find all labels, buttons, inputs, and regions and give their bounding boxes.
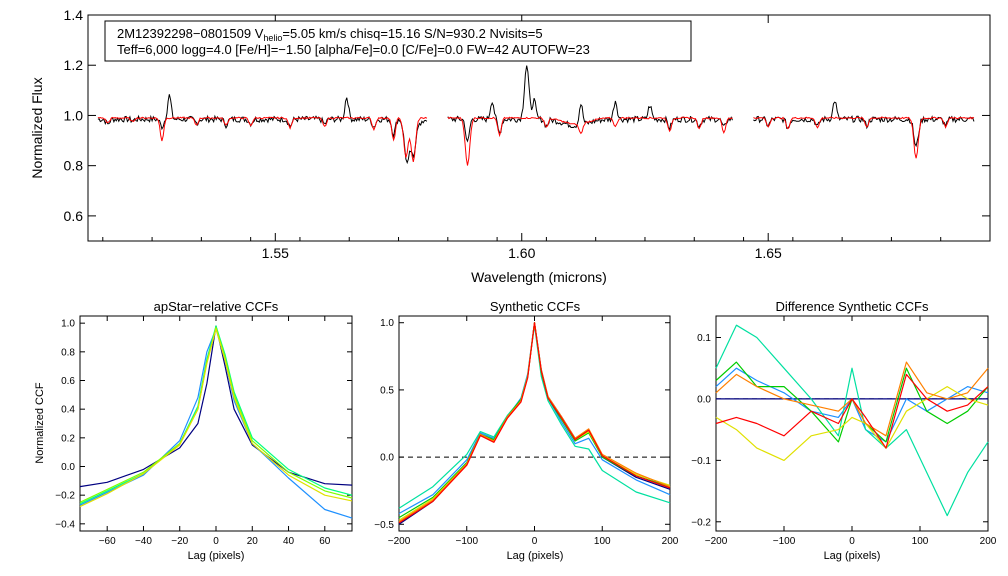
x-tick-label: −200 [705,536,728,547]
x-tick-label: 1.55 [262,245,289,261]
apstar-ccf-y-label: Normalized CCF [34,382,46,464]
series-line-d3 [715,361,989,443]
synthetic-ccf-title: Synthetic CCFs [490,299,581,314]
spectrum-plot-frame [87,14,991,242]
y-tick-label: 0.1 [697,333,711,344]
info-line-1: 2M12392298−0801509 Vhelio=5.05 km/s chis… [117,26,543,43]
y-tick-label: 1.4 [64,7,84,23]
apstar-ccf-title: apStar−relative CCFs [154,299,279,314]
x-tick-label: 40 [283,536,295,547]
synthetic-ccf-lines [398,322,671,525]
y-tick-label: 0.0 [380,453,394,464]
difference-ccf-panel: Difference Synthetic CCFs −200 −100 0 100 20… [691,299,997,562]
y-tick-label: 0.8 [64,158,84,174]
spectrum-x-label: Wavelength (microns) [471,269,607,285]
x-tick-label: 1.60 [508,245,535,261]
y-tick-label: 0.0 [61,462,75,473]
apstar-ccf-lines [79,325,353,519]
series-line-c3 [398,324,671,509]
spectrum-observed-line [447,65,733,143]
synthetic-ccf-ticks: −200 −100 0 100 200 −0.5 0.0 0.5 1.0 [374,316,679,547]
x-tick-label: −100 [773,536,796,547]
y-tick-label: 1.0 [380,318,394,329]
synthetic-ccf-x-label: Lag (pixels) [507,550,564,562]
y-tick-label: 0.8 [61,347,75,358]
series-line-visit1 [79,325,353,488]
x-tick-label: 200 [662,536,679,547]
y-tick-label: 0.6 [64,208,84,224]
series-line-d4 [715,386,989,461]
spectrum-panel: 1.55 1.60 1.65 0.6 0.8 1.0 1.2 1.4 2M12392298−0… [29,7,991,285]
x-tick-label: 1.65 [755,245,782,261]
spectrum-ticks: 1.55 1.60 1.65 0.6 0.8 1.0 1.2 1.4 [64,7,990,261]
series-line-d2 [715,324,989,517]
apstar-ccf-frame [79,315,353,532]
y-tick-label: 0.4 [61,405,75,416]
x-tick-label: −60 [99,536,116,547]
spectrum-observed-line [97,94,428,165]
spectrum-lines [97,65,975,166]
series-line-c2 [398,322,671,515]
x-tick-label: 0 [213,536,219,547]
y-tick-label: −0.1 [691,456,711,467]
y-tick-label: 0.6 [61,376,75,387]
difference-ccf-title: Difference Synthetic CCFs [776,299,929,314]
y-tick-label: 1.0 [61,319,75,330]
spectrum-synthetic-line [97,116,428,163]
x-tick-label: −200 [388,536,411,547]
series-line-d1 [715,367,989,443]
info-box [104,20,692,62]
x-tick-label: 20 [247,536,259,547]
x-tick-label: 100 [912,536,929,547]
info-line-1-pre: 2M12392298−0801509 V [117,26,264,41]
info-line-1-sub: helio [263,33,282,43]
y-tick-label: −0.4 [55,519,75,530]
spectrum-y-label: Normalized Flux [29,77,45,178]
series-line-c7 [398,322,671,524]
x-tick-label: 0 [849,536,855,547]
y-tick-label: −0.5 [374,520,394,531]
apstar-ccf-ticks: −60 −40 −20 0 20 40 60 −0.4 −0.2 0.0 0.2 0.4 0.6 0.8 1… [55,316,352,547]
synthetic-ccf-frame [398,315,671,532]
y-tick-label: −0.2 [55,491,75,502]
x-tick-label: 60 [319,536,331,547]
series-line-visit5 [79,328,353,508]
apstar-ccf-x-label: Lag (pixels) [188,550,245,562]
info-line-2: Teff=6,000 logg=4.0 [Fe/H]=−1.50 [alpha/… [117,42,590,57]
x-tick-label: −20 [171,536,188,547]
difference-ccf-ticks: −200 −100 0 100 200 −0.2 −0.1 0.0 0.1 [691,316,997,547]
difference-ccf-lines [715,324,989,517]
x-tick-label: −40 [135,536,152,547]
y-tick-label: 1.0 [64,107,84,123]
series-line-d5 [715,361,989,437]
apstar-ccf-panel: apStar−relative CCFs −60 −40 −20 0 20 40 60 −0.… [34,299,353,562]
x-tick-label: 200 [980,536,997,547]
series-line-visit2 [79,328,353,519]
y-tick-label: −0.2 [691,517,711,528]
y-tick-label: 0.5 [380,385,394,396]
series-line-d6 [715,373,989,449]
synthetic-ccf-panel: Synthetic CCFs −200 −100 0 100 200 −0.5 0.0 0.5… [374,299,679,562]
y-tick-label: 0.2 [61,433,75,444]
y-tick-label: 1.2 [64,57,84,73]
series-line-visit4 [79,326,353,503]
spectrum-synthetic-line [753,116,975,159]
y-tick-label: 0.0 [697,394,711,405]
info-line-1-post: =5.05 km/s chisq=15.16 S/N=930.2 Nvisits… [282,26,542,41]
spectrum-synthetic-line [447,116,733,166]
x-tick-label: −100 [455,536,478,547]
x-tick-label: 100 [594,536,611,547]
difference-ccf-x-label: Lag (pixels) [824,550,881,562]
x-tick-label: 0 [532,536,538,547]
